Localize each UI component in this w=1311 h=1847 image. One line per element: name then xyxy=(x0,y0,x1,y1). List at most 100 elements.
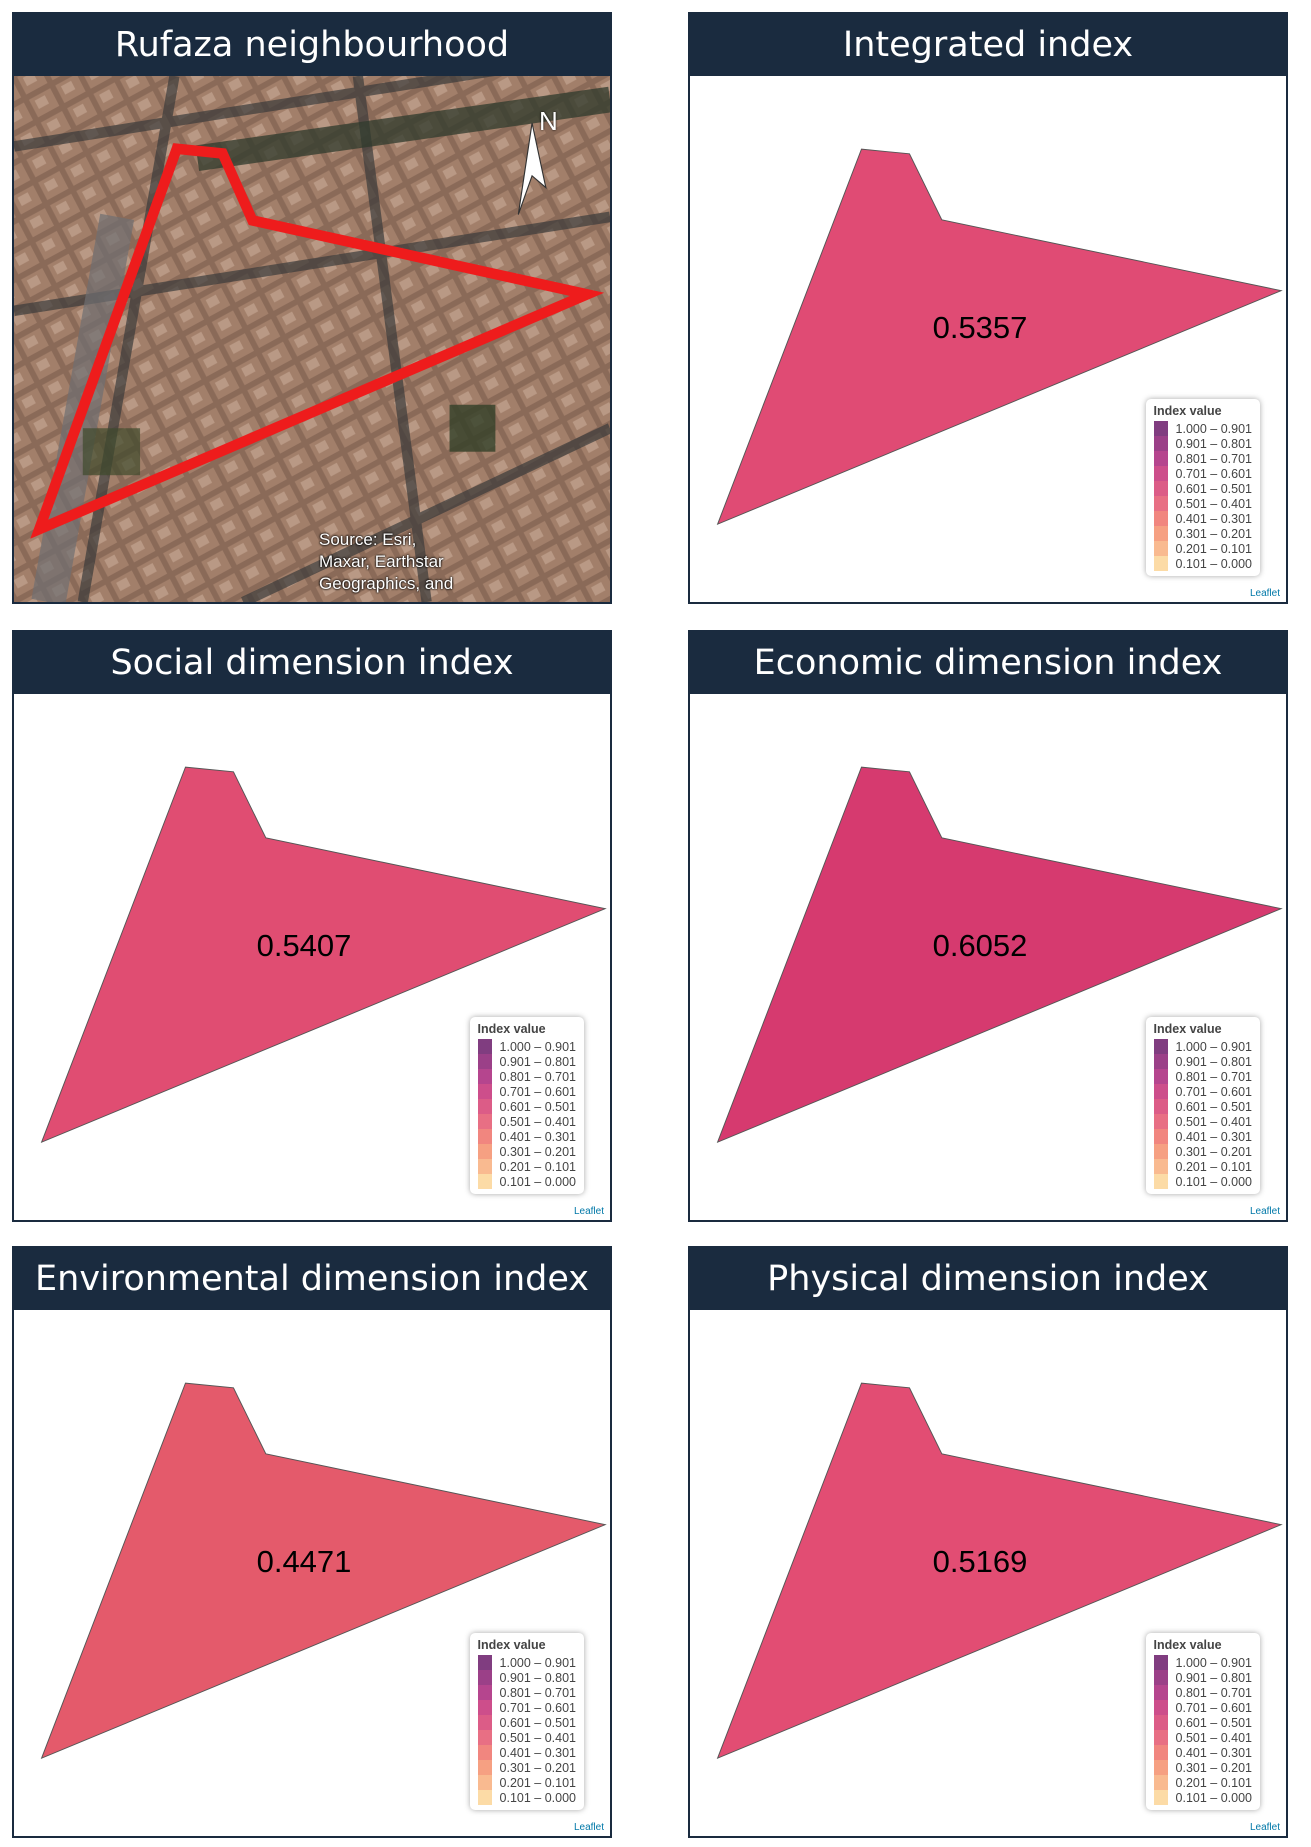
index-value: 0.5357 xyxy=(932,310,1028,345)
legend-item: 0.501 – 0.401 xyxy=(1153,496,1252,511)
legend-item: 0.201 – 0.101 xyxy=(1153,1775,1252,1790)
panel-title: Rufaza neighbourhood xyxy=(14,14,610,76)
satellite-image xyxy=(14,76,610,602)
legend-item: 1.000 – 0.901 xyxy=(1153,1655,1252,1670)
legend-item: 0.401 – 0.301 xyxy=(1153,1129,1252,1144)
legend-label: 1.000 – 0.901 xyxy=(1175,1655,1252,1670)
legend: Index value 1.000 – 0.901 0.901 – 0.801 0.8… xyxy=(1145,399,1260,576)
legend-item: 0.401 – 0.301 xyxy=(477,1745,576,1760)
legend-label: 0.201 – 0.101 xyxy=(1175,1159,1252,1174)
legend-item: 0.401 – 0.301 xyxy=(1153,511,1252,526)
legend-swatch xyxy=(477,1174,492,1189)
legend-label: 0.701 – 0.601 xyxy=(499,1700,576,1715)
map: 0.6052 Index value 1.000 – 0.901 0.901 – 0.… xyxy=(690,694,1286,1220)
legend-swatch xyxy=(1153,1655,1168,1670)
legend-item: 0.901 – 0.801 xyxy=(1153,1670,1252,1685)
legend-label: 0.301 – 0.201 xyxy=(499,1760,576,1775)
map-canvas xyxy=(716,766,1283,1144)
neighbourhood-polygon xyxy=(40,766,607,1144)
legend-swatch xyxy=(477,1790,492,1805)
legend-title: Index value xyxy=(1153,404,1222,418)
legend-label: 0.401 – 0.301 xyxy=(1175,1745,1252,1760)
legend-item: 1.000 – 0.901 xyxy=(477,1039,576,1054)
legend-label: 0.401 – 0.301 xyxy=(499,1745,576,1760)
legend-item: 0.601 – 0.501 xyxy=(1153,1715,1252,1730)
legend-swatch xyxy=(1153,1099,1168,1114)
legend-label: 0.401 – 0.301 xyxy=(1175,1129,1252,1144)
legend-swatch xyxy=(1153,1745,1168,1760)
legend-swatch xyxy=(1153,511,1168,526)
legend-swatch xyxy=(1153,1069,1168,1084)
legend-swatch xyxy=(1153,1685,1168,1700)
legend-label: 0.901 – 0.801 xyxy=(1175,1054,1252,1069)
legend-label: 0.301 – 0.201 xyxy=(1175,1760,1252,1775)
legend-title: Index value xyxy=(1153,1022,1222,1036)
legend-label: 0.901 – 0.801 xyxy=(499,1054,576,1069)
legend-label: 0.101 – 0.000 xyxy=(1175,1174,1252,1189)
legend-swatch xyxy=(477,1144,492,1159)
legend-item: 0.801 – 0.701 xyxy=(1153,1069,1252,1084)
legend-swatch xyxy=(477,1039,492,1054)
legend-label: 0.301 – 0.201 xyxy=(1175,526,1252,541)
legend-item: 0.101 – 0.000 xyxy=(1153,1174,1252,1189)
legend-swatch xyxy=(1153,526,1168,541)
neighbourhood-polygon xyxy=(716,148,1283,526)
legend-label: 0.201 – 0.101 xyxy=(499,1159,576,1174)
legend-label: 0.301 – 0.201 xyxy=(1175,1144,1252,1159)
legend-label: 1.000 – 0.901 xyxy=(499,1655,576,1670)
legend-label: 0.201 – 0.101 xyxy=(1175,541,1252,556)
north-arrow-label: N xyxy=(539,106,558,136)
legend-item: 0.901 – 0.801 xyxy=(1153,436,1252,451)
legend-label: 0.901 – 0.801 xyxy=(1175,1670,1252,1685)
legend-item: 0.501 – 0.401 xyxy=(477,1730,576,1745)
legend-label: 0.701 – 0.601 xyxy=(1175,1084,1252,1099)
legend-swatch xyxy=(477,1685,492,1700)
legend-label: 0.801 – 0.701 xyxy=(1175,451,1252,466)
legend-label: 0.101 – 0.000 xyxy=(499,1174,576,1189)
legend-item: 0.601 – 0.501 xyxy=(477,1715,576,1730)
neighbourhood-polygon xyxy=(716,1382,1283,1760)
legend-label: 0.501 – 0.401 xyxy=(1175,1730,1252,1745)
legend-item: 0.701 – 0.601 xyxy=(1153,466,1252,481)
legend-item: 1.000 – 0.901 xyxy=(1153,421,1252,436)
legend-item: 0.301 – 0.201 xyxy=(477,1144,576,1159)
legend-item: 0.601 – 0.501 xyxy=(1153,481,1252,496)
legend-swatch xyxy=(1153,421,1168,436)
legend-label: 0.601 – 0.501 xyxy=(1175,1715,1252,1730)
legend-swatch xyxy=(1153,1730,1168,1745)
legend-item: 0.701 – 0.601 xyxy=(1153,1700,1252,1715)
legend-swatch xyxy=(1153,1775,1168,1790)
map-canvas xyxy=(40,1382,607,1760)
legend-swatch xyxy=(477,1715,492,1730)
legend-swatch xyxy=(477,1099,492,1114)
legend-swatch xyxy=(1153,451,1168,466)
source-attribution: Source: Esri, Maxar, Earthstar Geographi… xyxy=(319,529,453,595)
legend-swatch xyxy=(1153,1084,1168,1099)
legend-label: 0.801 – 0.701 xyxy=(1175,1069,1252,1084)
legend-item: 0.101 – 0.000 xyxy=(477,1174,576,1189)
panel: Physical dimension index 0.5169 Index valu… xyxy=(688,1246,1288,1838)
legend-label: 0.601 – 0.501 xyxy=(499,1715,576,1730)
legend-label: 0.101 – 0.000 xyxy=(1175,556,1252,571)
legend-label: 0.901 – 0.801 xyxy=(499,1670,576,1685)
legend-label: 0.201 – 0.101 xyxy=(499,1775,576,1790)
map: 0.5357 Index value 1.000 – 0.901 0.901 – 0.… xyxy=(690,76,1286,602)
legend-label: 1.000 – 0.901 xyxy=(1175,1039,1252,1054)
legend-item: 0.701 – 0.601 xyxy=(477,1700,576,1715)
legend-label: 0.601 – 0.501 xyxy=(1175,481,1252,496)
attribution: Leaflet xyxy=(1249,1206,1280,1217)
legend: Index value 1.000 – 0.901 0.901 – 0.801 0.8… xyxy=(1145,1633,1260,1810)
legend-swatch xyxy=(477,1655,492,1670)
legend-label: 0.301 – 0.201 xyxy=(499,1144,576,1159)
legend-item: 1.000 – 0.901 xyxy=(1153,1039,1252,1054)
legend-swatch xyxy=(1153,1670,1168,1685)
legend-swatch xyxy=(477,1129,492,1144)
legend-item: 0.401 – 0.301 xyxy=(1153,1745,1252,1760)
legend-label: 0.601 – 0.501 xyxy=(499,1099,576,1114)
legend-swatch xyxy=(477,1159,492,1174)
legend-item: 0.201 – 0.101 xyxy=(477,1775,576,1790)
legend-title: Index value xyxy=(1153,1638,1222,1652)
legend-swatch xyxy=(1153,1054,1168,1069)
legend-swatch xyxy=(1153,436,1168,451)
panel-title: Environmental dimension index xyxy=(14,1248,610,1310)
